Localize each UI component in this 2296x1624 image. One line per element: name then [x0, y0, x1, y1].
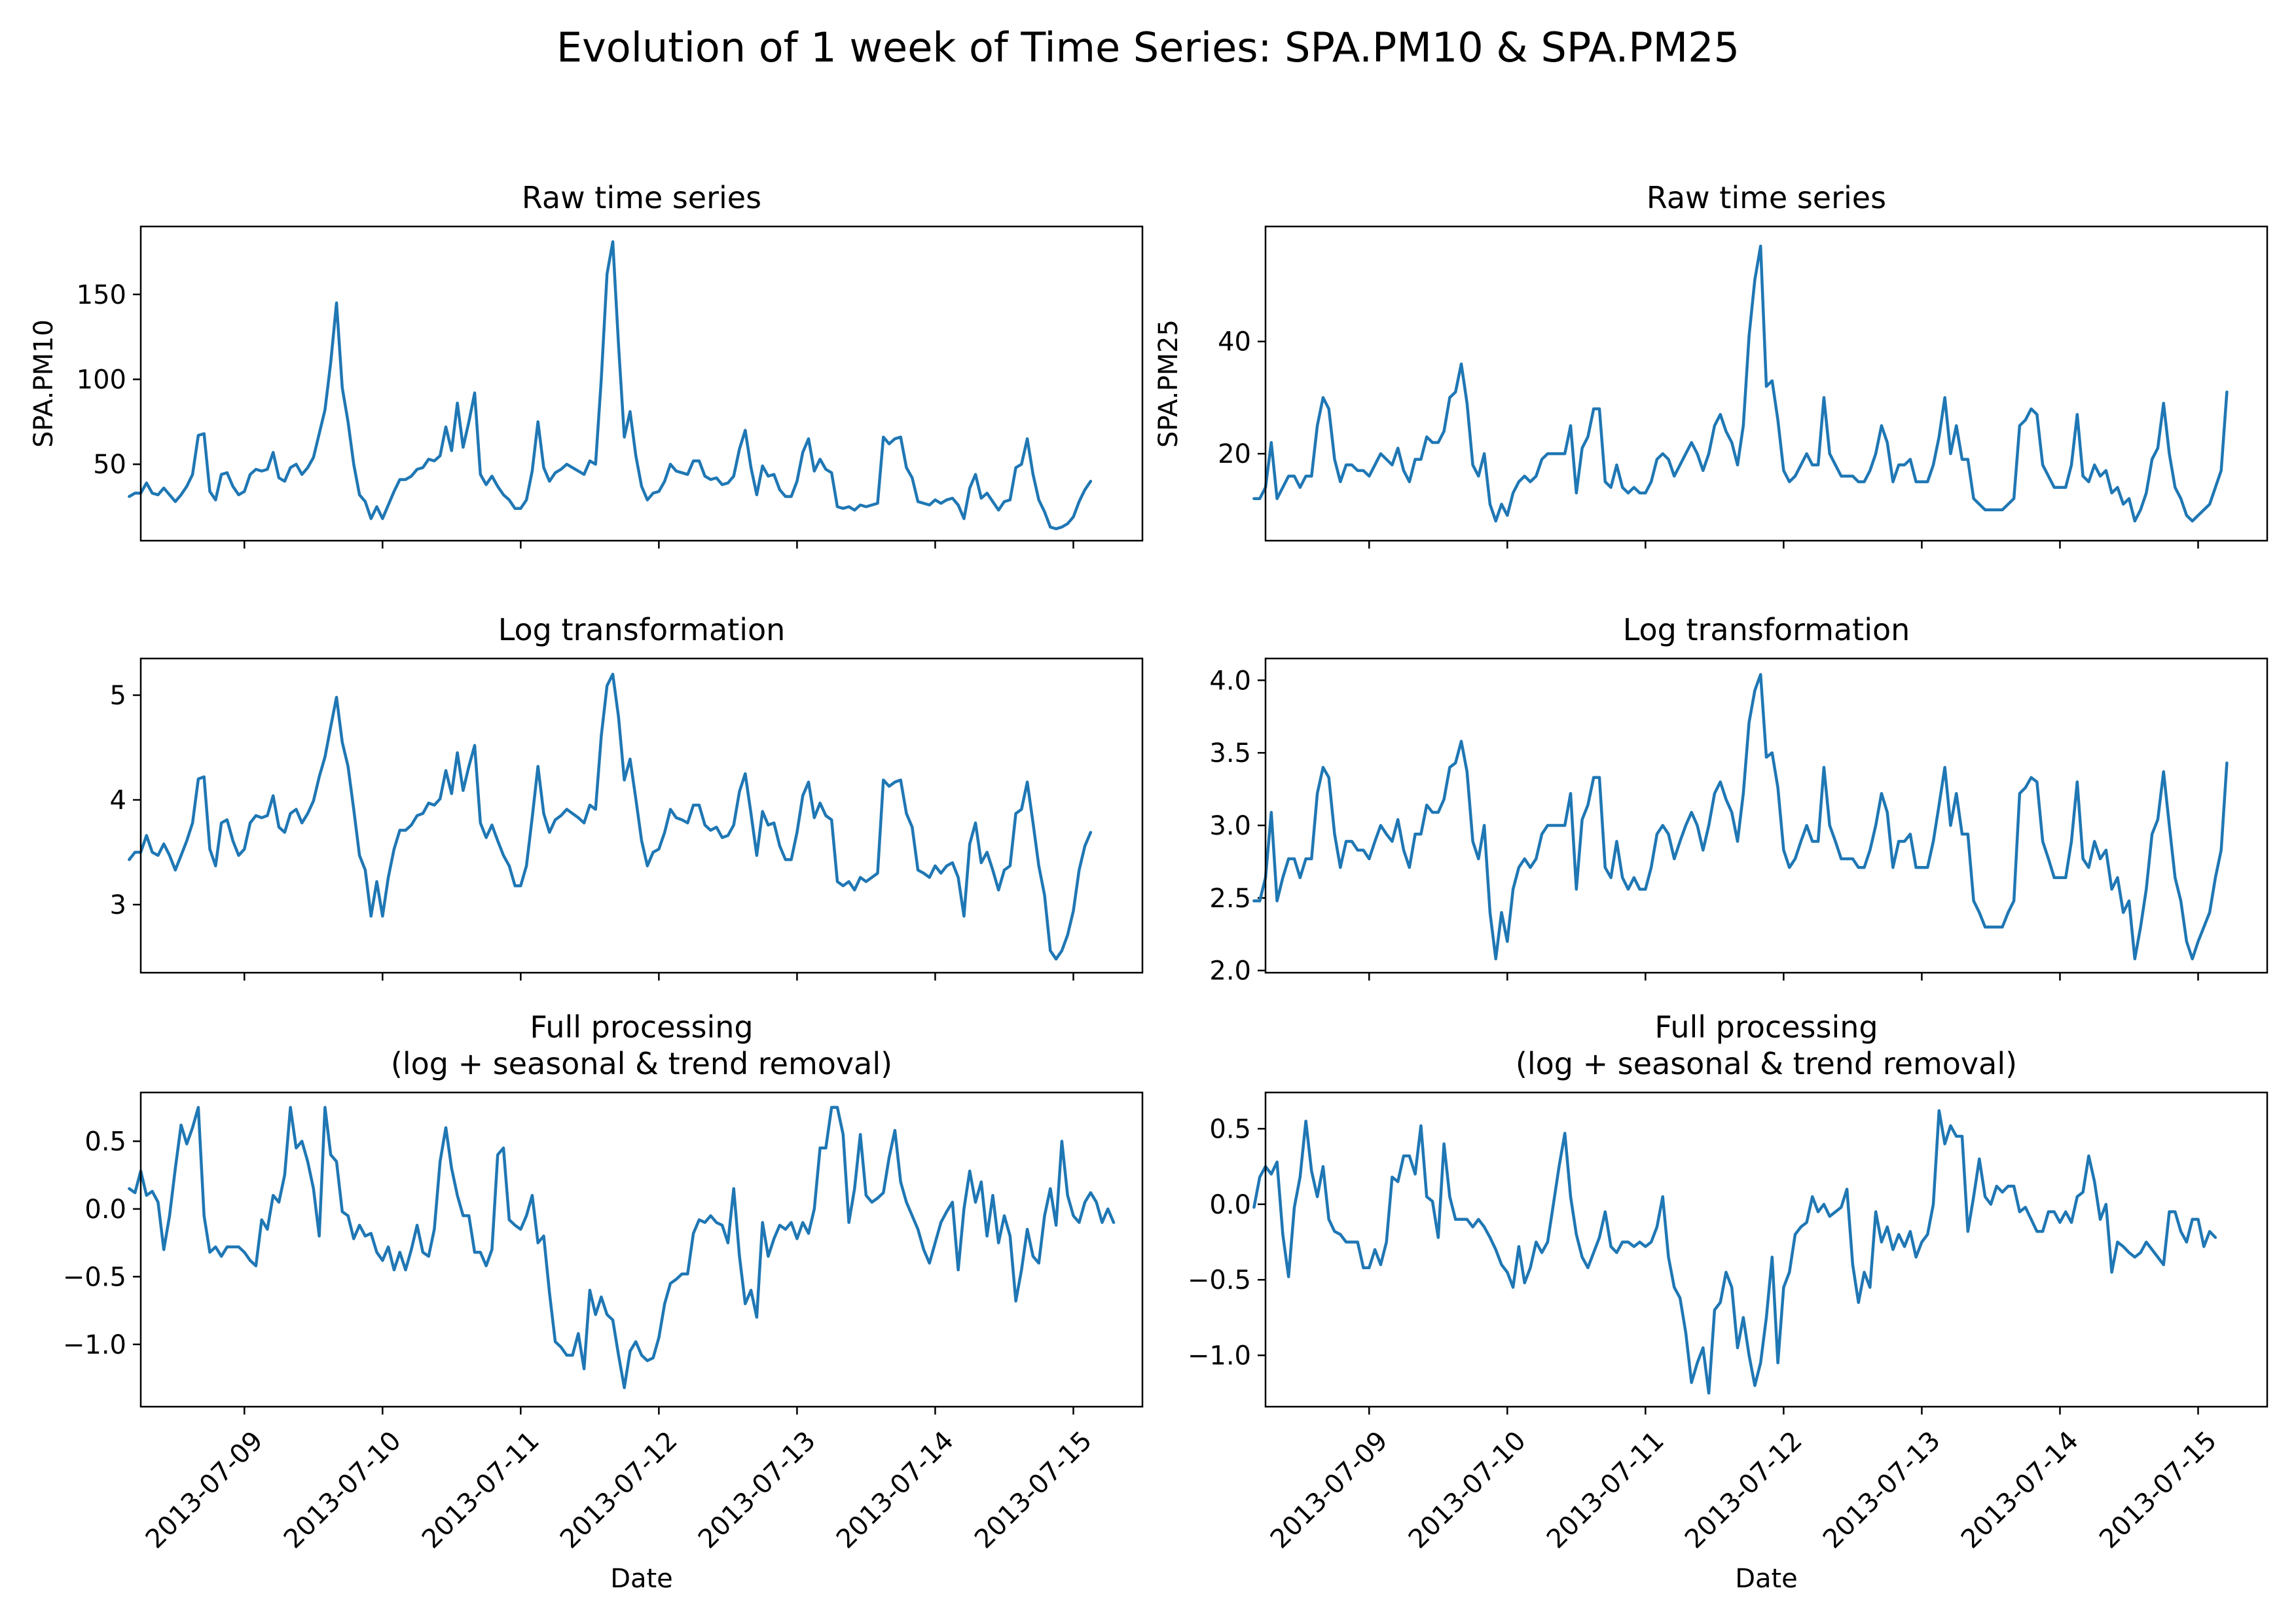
- chart-5-ytick-label: 0.5: [84, 1127, 126, 1157]
- chart-2-title: Raw time series: [1647, 180, 1886, 215]
- chart-2-ytick-label: 20: [1218, 439, 1251, 469]
- chart-1-ytick-label: 150: [77, 280, 126, 310]
- chart-3-title: Log transformation: [498, 612, 786, 647]
- chart-6-title: Full processing: [1654, 1009, 1878, 1045]
- chart-4-axes-frame: [1264, 657, 2269, 974]
- chart-3-axes-frame: [139, 657, 1144, 974]
- chart-4-series-line: [1252, 673, 2229, 961]
- chart-1-ylabel: SPA.PM10: [29, 319, 59, 448]
- chart-1-ytick-label: 100: [77, 365, 126, 395]
- chart-6-xtick-label: 2013-07-12: [1679, 1426, 1808, 1555]
- chart-5-title: Full processing: [530, 1009, 753, 1045]
- chart-5-axes-frame: [139, 1091, 1144, 1408]
- chart-6-xtick-label: 2013-07-14: [1956, 1426, 2085, 1555]
- chart-2-ytick-label: 40: [1218, 327, 1251, 357]
- chart-3-ytick-label: 4: [110, 785, 126, 816]
- chart-6-xtick-label: 2013-07-09: [1265, 1426, 1394, 1555]
- chart-1-axes-frame: [139, 225, 1144, 542]
- chart-6-xtick-label: 2013-07-11: [1541, 1426, 1670, 1555]
- chart-5-xlabel: Date: [610, 1564, 673, 1594]
- chart-5-xtick-label: 2013-07-14: [831, 1426, 960, 1555]
- chart-5-xtick-label: 2013-07-10: [278, 1426, 407, 1555]
- chart-5-ytick-label: 0.0: [84, 1195, 126, 1225]
- figure-title: Evolution of 1 week of Time Series: SPA.…: [556, 24, 1740, 71]
- chart-6-ytick-label: 0.0: [1209, 1190, 1251, 1220]
- chart-4-ytick-label: 2.0: [1209, 956, 1251, 986]
- chart-2-axes-frame: [1264, 225, 2269, 542]
- chart-3-ytick-label: 5: [110, 681, 126, 711]
- chart-5-series-line: [128, 1106, 1116, 1390]
- chart-6-axes-frame: [1264, 1091, 2269, 1408]
- chart-4-ytick-label: 4.0: [1209, 666, 1251, 696]
- chart-5-xtick-label: 2013-07-09: [140, 1426, 269, 1555]
- chart-6-title: (log + seasonal & trend removal): [1516, 1046, 2017, 1081]
- chart-2-series-line: [1252, 244, 2229, 523]
- chart-5-xtick-label: 2013-07-11: [416, 1426, 545, 1555]
- chart-1-ytick-label: 50: [93, 450, 126, 480]
- chart-3-series-line: [128, 672, 1093, 961]
- chart-5-ytick-label: −0.5: [63, 1262, 126, 1292]
- chart-6-series-line: [1252, 1109, 2217, 1395]
- chart-6-ytick-label: −0.5: [1188, 1265, 1251, 1295]
- chart-4-ytick-label: 3.5: [1209, 738, 1251, 768]
- chart-1-series-line: [128, 240, 1093, 531]
- chart-5-xtick-label: 2013-07-15: [969, 1426, 1098, 1555]
- chart-4-title: Log transformation: [1623, 612, 1910, 647]
- chart-4-ytick-label: 3.0: [1209, 811, 1251, 841]
- chart-6-ytick-label: 0.5: [1209, 1114, 1251, 1144]
- chart-3-ytick-label: 3: [110, 890, 126, 920]
- chart-6-xtick-label: 2013-07-10: [1403, 1426, 1532, 1555]
- chart-1-title: Raw time series: [522, 180, 761, 215]
- chart-5-xtick-label: 2013-07-13: [693, 1426, 822, 1555]
- chart-5-xtick-label: 2013-07-12: [555, 1426, 683, 1555]
- chart-6-ytick-label: −1.0: [1188, 1341, 1251, 1371]
- chart-2-ylabel: SPA.PM25: [1154, 319, 1184, 448]
- chart-6-xtick-label: 2013-07-15: [2094, 1426, 2223, 1555]
- chart-5-ytick-label: −1.0: [63, 1330, 126, 1360]
- chart-5-title: (log + seasonal & trend removal): [391, 1046, 892, 1081]
- chart-6-xtick-label: 2013-07-13: [1817, 1426, 1946, 1555]
- chart-4-ytick-label: 2.5: [1209, 884, 1251, 914]
- chart-6-xlabel: Date: [1735, 1564, 1798, 1594]
